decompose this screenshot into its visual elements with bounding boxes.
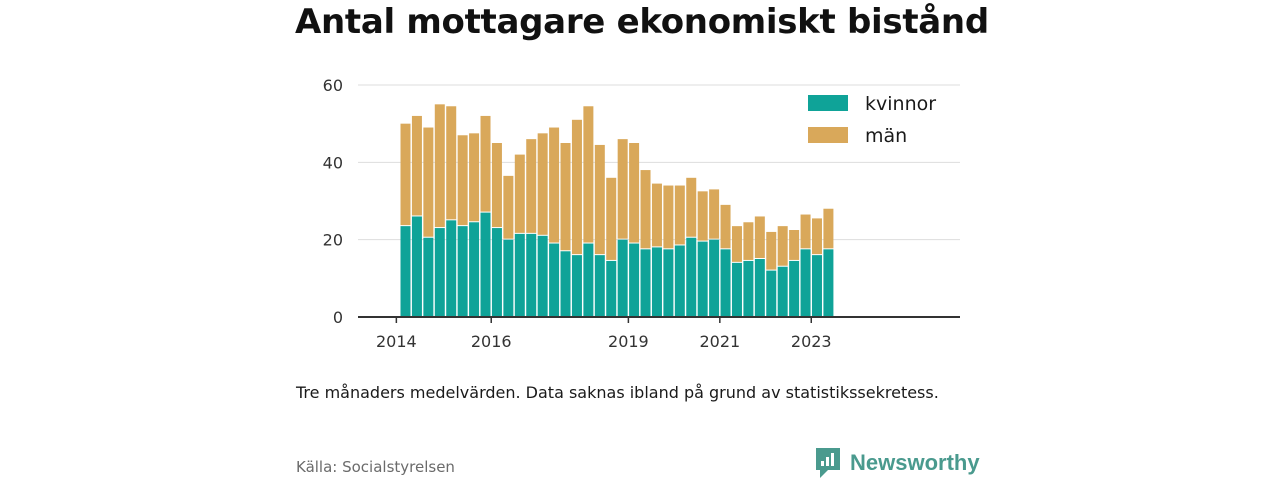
newsworthy-logo-icon — [816, 448, 840, 478]
bar-kvinnor — [663, 249, 674, 317]
bar-kvinnor — [731, 262, 742, 317]
bar-man — [640, 170, 651, 249]
bar-man — [697, 191, 708, 241]
chart-title: Antal mottagare ekonomiskt bistånd — [295, 2, 989, 42]
brand-logo: Newsworthy — [814, 446, 980, 480]
legend: kvinnor män — [808, 93, 936, 147]
bar-kvinnor — [549, 243, 560, 317]
bar-man — [663, 185, 674, 249]
bar-man — [709, 189, 720, 239]
bar-man — [571, 119, 582, 255]
brand-name: Newsworthy — [850, 450, 980, 475]
bar-man — [423, 127, 434, 237]
bar-kvinnor — [789, 260, 800, 317]
bar-kvinnor — [823, 249, 834, 317]
bar-man — [400, 123, 411, 226]
bar-man — [811, 218, 822, 255]
bar-kvinnor — [686, 237, 697, 317]
legend-swatch — [808, 95, 848, 111]
bar-man — [594, 144, 605, 255]
x-tick-label: 2023 — [791, 332, 832, 351]
bar-kvinnor — [743, 260, 754, 317]
bar-kvinnor — [709, 239, 720, 317]
bar-kvinnor — [400, 226, 411, 317]
bar-man — [583, 106, 594, 243]
bar-man — [789, 230, 800, 260]
bar-man — [651, 183, 662, 247]
bar-man — [491, 143, 502, 228]
bar-kvinnor — [766, 270, 777, 317]
bar-kvinnor — [617, 239, 628, 317]
y-tick-label: 20 — [323, 231, 343, 250]
bar-kvinnor — [720, 249, 731, 317]
legend-label: män — [865, 125, 907, 147]
bar-man — [617, 139, 628, 239]
y-tick-label: 40 — [323, 153, 343, 172]
bar-man — [503, 175, 514, 239]
bar-man — [560, 143, 571, 251]
bar-man — [754, 216, 765, 258]
bar-kvinnor — [640, 249, 651, 317]
stacked-bar-chart: 0 20 40 60 2014 2016 2019 2021 2023 kvinnor män — [323, 76, 960, 351]
bar-man — [674, 185, 685, 245]
bar-kvinnor — [629, 243, 640, 317]
bar-man — [629, 143, 640, 243]
bar-kvinnor — [583, 243, 594, 317]
bar-man — [434, 104, 445, 228]
bar-kvinnor — [514, 233, 525, 317]
bar-kvinnor — [423, 237, 434, 317]
legend-label: kvinnor — [865, 93, 936, 115]
bar-man — [766, 231, 777, 270]
bar-kvinnor — [434, 228, 445, 317]
bar-man — [514, 154, 525, 233]
source-text: Källa: Socialstyrelsen — [296, 458, 455, 476]
bar-man — [823, 208, 834, 249]
bar-man — [457, 135, 468, 226]
bar-kvinnor — [491, 228, 502, 317]
bar-kvinnor — [800, 249, 811, 317]
bar-kvinnor — [811, 255, 822, 317]
x-tick-label: 2019 — [608, 332, 649, 351]
bar-man — [686, 177, 697, 237]
axes: 0 20 40 60 2014 2016 2019 2021 2023 — [323, 76, 960, 351]
bar-kvinnor — [537, 235, 548, 317]
bar-kvinnor — [469, 222, 480, 317]
bar-man — [800, 214, 811, 249]
bar-man — [411, 115, 422, 216]
bar-man — [606, 177, 617, 260]
bar-man — [743, 222, 754, 260]
x-tick-label: 2021 — [699, 332, 740, 351]
bar-kvinnor — [594, 255, 605, 317]
bar-kvinnor — [560, 251, 571, 317]
bar-kvinnor — [446, 220, 457, 317]
bar-kvinnor — [777, 266, 788, 317]
legend-swatch — [808, 127, 848, 143]
bar-man — [537, 133, 548, 235]
bar-kvinnor — [411, 216, 422, 317]
bar-man — [731, 226, 742, 262]
y-tick-label: 0 — [333, 308, 343, 327]
bar-kvinnor — [526, 233, 537, 317]
y-tick-label: 60 — [323, 76, 343, 95]
bar-man — [549, 127, 560, 243]
x-tick-label: 2014 — [376, 332, 417, 351]
bar-man — [469, 133, 480, 222]
bar-man — [720, 204, 731, 249]
bar-kvinnor — [571, 255, 582, 317]
bar-kvinnor — [754, 259, 765, 317]
bar-kvinnor — [697, 241, 708, 317]
bar-kvinnor — [674, 245, 685, 317]
bars — [400, 104, 834, 317]
bar-man — [480, 115, 491, 212]
bar-man — [777, 226, 788, 266]
bar-man — [526, 139, 537, 233]
bar-man — [446, 106, 457, 220]
bar-kvinnor — [503, 239, 514, 317]
x-tick-label: 2016 — [471, 332, 512, 351]
bar-kvinnor — [606, 260, 617, 317]
bar-kvinnor — [651, 247, 662, 317]
bar-kvinnor — [457, 226, 468, 317]
chart-note: Tre månaders medelvärden. Data saknas ib… — [296, 383, 939, 402]
bar-kvinnor — [480, 212, 491, 317]
